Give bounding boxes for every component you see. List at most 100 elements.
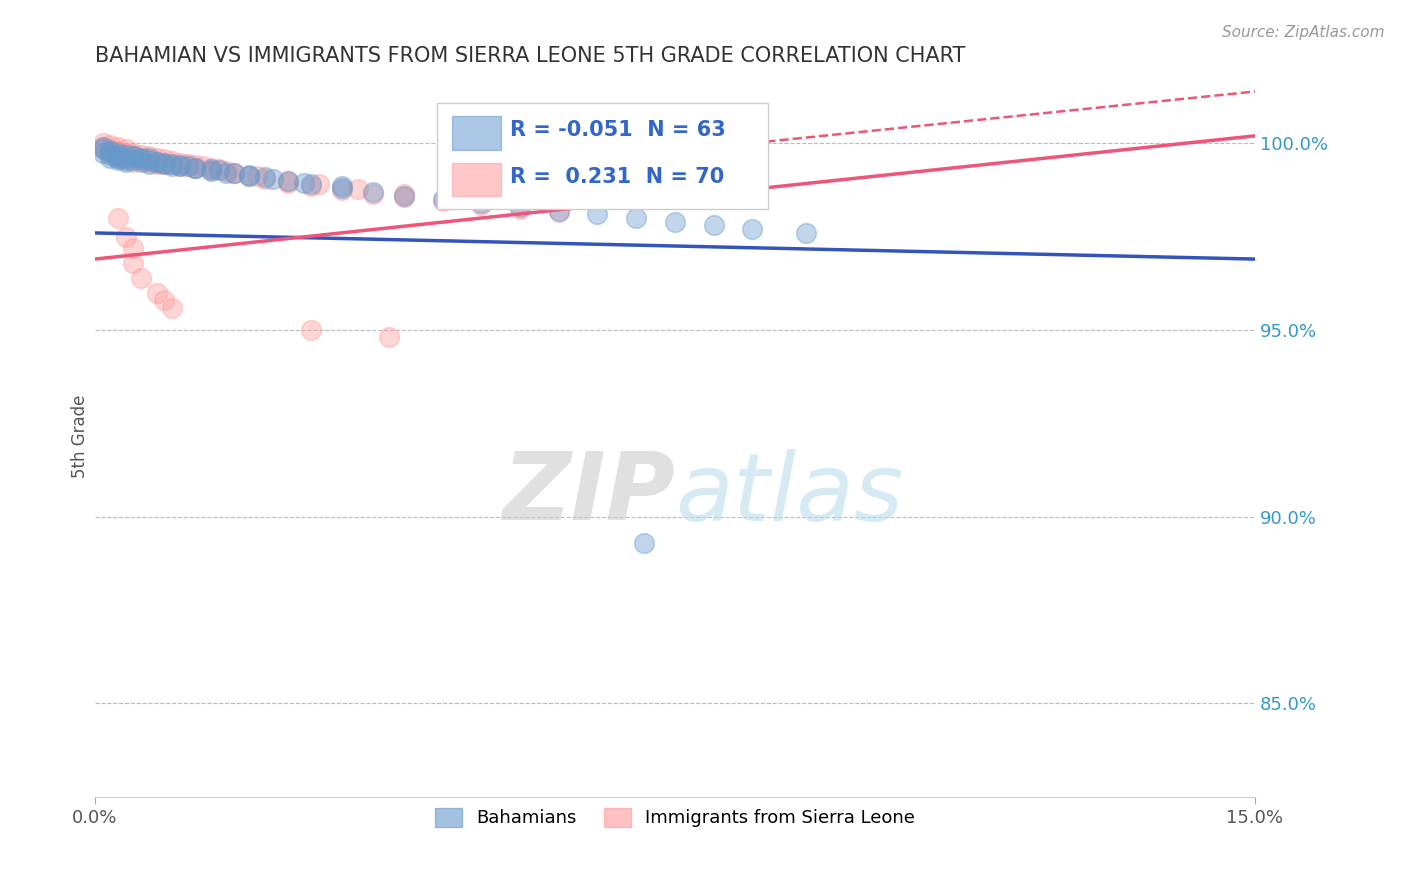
Point [160, 154, 183, 169]
Point [432, 194, 454, 209]
Point [509, 202, 531, 216]
Point [633, 536, 655, 550]
Point [114, 148, 136, 162]
FancyBboxPatch shape [437, 103, 768, 210]
Point [129, 152, 152, 166]
Point [98, 144, 121, 158]
Point [215, 164, 238, 178]
Point [184, 161, 207, 175]
Point [160, 157, 183, 171]
Point [129, 153, 152, 168]
Point [107, 140, 129, 154]
Point [138, 154, 160, 169]
Point [184, 161, 207, 175]
Point [153, 293, 176, 307]
Point [330, 181, 353, 195]
Point [160, 159, 183, 173]
Point [361, 185, 384, 199]
Point [138, 149, 160, 163]
Point [98, 143, 121, 157]
Point [330, 183, 353, 197]
Point [153, 157, 176, 171]
Point [91, 141, 114, 155]
Point [122, 149, 145, 163]
Point [277, 174, 299, 188]
Point [138, 151, 160, 165]
Point [122, 149, 145, 163]
Point [107, 145, 129, 159]
Point [145, 157, 167, 171]
Point [191, 160, 214, 174]
Point [330, 179, 353, 194]
Point [98, 147, 121, 161]
Point [547, 203, 569, 218]
Point [98, 138, 121, 153]
Point [184, 158, 207, 172]
Point [794, 226, 817, 240]
Point [138, 153, 160, 168]
Point [98, 151, 121, 165]
Point [107, 151, 129, 165]
Legend: Bahamians, Immigrants from Sierra Leone: Bahamians, Immigrants from Sierra Leone [427, 801, 922, 835]
Point [114, 142, 136, 156]
Point [107, 151, 129, 165]
Point [246, 169, 269, 184]
Point [145, 285, 167, 300]
Point [107, 147, 129, 161]
Point [238, 168, 260, 182]
Point [470, 198, 492, 212]
Point [107, 153, 129, 168]
FancyBboxPatch shape [453, 117, 501, 150]
Point [107, 146, 129, 161]
Point [200, 164, 222, 178]
Point [91, 140, 114, 154]
Point [253, 171, 276, 186]
Point [129, 153, 152, 168]
Point [346, 182, 368, 196]
Point [138, 153, 160, 168]
Text: BAHAMIAN VS IMMIGRANTS FROM SIERRA LEONE 5TH GRADE CORRELATION CHART: BAHAMIAN VS IMMIGRANTS FROM SIERRA LEONE… [94, 46, 965, 66]
Point [122, 153, 145, 168]
Point [222, 166, 245, 180]
Point [107, 147, 129, 161]
Point [107, 144, 129, 158]
Point [169, 155, 191, 169]
Text: Source: ZipAtlas.com: Source: ZipAtlas.com [1222, 25, 1385, 40]
Point [200, 163, 222, 178]
Point [292, 176, 315, 190]
Point [439, 192, 461, 206]
Point [277, 174, 299, 188]
Point [122, 149, 145, 163]
Point [160, 301, 183, 315]
Point [741, 222, 763, 236]
Point [262, 171, 284, 186]
Point [392, 188, 415, 202]
Point [361, 186, 384, 201]
Point [129, 155, 152, 169]
Point [107, 145, 129, 160]
Point [299, 179, 322, 194]
Point [176, 157, 198, 171]
Point [624, 211, 647, 225]
Point [169, 159, 191, 173]
Point [145, 155, 167, 169]
Point [114, 229, 136, 244]
Text: R =  0.231  N = 70: R = 0.231 N = 70 [510, 167, 724, 187]
Point [138, 155, 160, 169]
Point [122, 256, 145, 270]
Point [176, 159, 198, 173]
Point [664, 215, 686, 229]
Point [238, 169, 260, 184]
Point [253, 169, 276, 184]
Point [509, 200, 531, 214]
Point [114, 155, 136, 169]
Point [107, 211, 129, 225]
Point [277, 176, 299, 190]
Point [98, 142, 121, 156]
Point [129, 151, 152, 165]
Point [299, 323, 322, 337]
Point [169, 158, 191, 172]
Point [586, 207, 609, 221]
Point [91, 136, 114, 151]
Text: R = -0.051  N = 63: R = -0.051 N = 63 [510, 120, 725, 140]
